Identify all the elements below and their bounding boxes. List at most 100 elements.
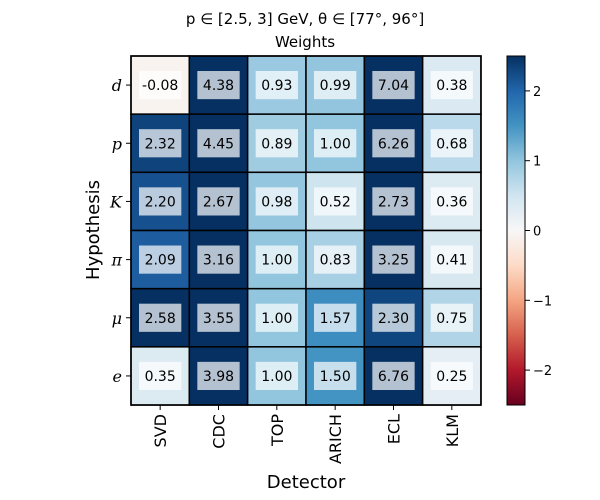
y-tick-label: π — [110, 251, 122, 270]
cell-label-box — [197, 361, 240, 391]
y-tick-label: p — [112, 134, 122, 153]
cell-label-box — [255, 187, 298, 216]
cell-value-label: 0.36 — [436, 194, 467, 210]
x-tick-label: ARICH — [326, 414, 345, 464]
cell-label-box — [139, 129, 182, 158]
colorbar-gradient — [506, 55, 526, 406]
cell-label-box — [255, 303, 298, 332]
y-tick-label: d — [112, 76, 122, 95]
y-tick-label: e — [113, 367, 122, 386]
cell-value-label: 0.99 — [320, 78, 351, 94]
cell-value-label: 4.38 — [203, 78, 234, 94]
colorbar-tick-label: 2 — [533, 85, 541, 100]
cell-label-box — [255, 245, 298, 274]
cell-label-box — [255, 71, 298, 100]
cell-label-box — [430, 361, 473, 391]
cell-label-box — [430, 245, 473, 274]
y-tick-label: μ — [112, 309, 122, 328]
cell-value-label: 2.20 — [145, 194, 176, 210]
cell-value-label: 1.00 — [320, 136, 351, 152]
cell-label-box — [255, 361, 298, 391]
cell-value-label: 0.75 — [436, 311, 467, 327]
cell-label-box — [430, 71, 473, 100]
y-axis-ticks: d p Kπ μ e — [109, 76, 131, 386]
x-tick-label: KLM — [443, 414, 462, 447]
cell-value-label: 0.25 — [436, 369, 467, 385]
cell-label-box — [372, 71, 415, 100]
cell-label-box — [139, 361, 182, 391]
heatmap-cells: -0.08 4.38 0.93 0.99 7.04 0.38 2.32 4.45 0.89 1.0… — [130, 55, 482, 406]
cell-value-label: 3.98 — [203, 369, 234, 385]
chart-title-line2: Weights — [275, 33, 335, 51]
cell-label-box — [372, 303, 415, 332]
cell-value-label: 3.55 — [203, 311, 234, 327]
cell-label-box — [197, 245, 240, 274]
cell-label-box — [197, 303, 240, 332]
cell-value-label: 2.73 — [378, 194, 409, 210]
cell-value-label: 1.00 — [261, 369, 292, 385]
cell-label-box — [139, 245, 182, 274]
cell-label-box — [372, 187, 415, 216]
cell-value-label: 0.35 — [145, 369, 176, 385]
cell-label-box — [372, 361, 415, 391]
cell-value-label: 6.76 — [378, 369, 409, 385]
cell-value-label: -0.08 — [142, 78, 178, 94]
cell-value-label: 0.68 — [436, 136, 467, 152]
cell-value-label: 2.67 — [203, 194, 234, 210]
cell-label-box — [197, 129, 240, 158]
cell-value-label: 0.93 — [261, 78, 292, 94]
cell-label-box — [372, 245, 415, 274]
cell-label-box — [430, 187, 473, 216]
cell-value-label: 1.57 — [320, 311, 351, 327]
cell-value-label: 0.38 — [436, 78, 467, 94]
y-tick-label: K — [109, 192, 123, 211]
cell-label-box — [430, 303, 473, 332]
cell-value-label: 0.52 — [320, 194, 351, 210]
cell-label-box — [139, 71, 182, 100]
x-axis-ticks: SVD CDC TOP ARICH ECL KLM — [151, 405, 462, 464]
chart-title-line1: p ∈ [2.5, 3] GeV, θ ∈ [77°, 96°] — [186, 10, 424, 28]
x-tick-label: TOP — [268, 414, 287, 447]
y-axis-label: Hypothesis — [83, 180, 104, 280]
cell-label-box — [139, 187, 182, 216]
x-tick-label: CDC — [209, 414, 228, 449]
cell-value-label: 6.26 — [378, 136, 409, 152]
cell-label-box — [197, 71, 240, 100]
x-tick-label: ECL — [384, 414, 403, 444]
cell-label-box — [313, 71, 357, 100]
colorbar-tick-label: 0 — [533, 225, 541, 240]
cell-label-box — [372, 129, 415, 158]
cell-label-box — [313, 187, 357, 216]
cell-value-label: 2.09 — [145, 253, 176, 269]
x-tick-label: SVD — [151, 414, 170, 447]
cell-value-label: 1.00 — [261, 311, 292, 327]
cell-value-label: 0.98 — [261, 194, 292, 210]
cell-value-label: 0.83 — [320, 253, 351, 269]
cell-value-label: 4.45 — [203, 136, 234, 152]
colorbar-tick-label: −2 — [533, 364, 552, 379]
cell-value-label: 0.89 — [261, 136, 292, 152]
cell-label-box — [313, 245, 357, 274]
cell-value-label: 3.25 — [378, 253, 409, 269]
cell-label-box — [313, 303, 357, 332]
cell-value-label: 2.32 — [145, 136, 176, 152]
colorbar-tick-label: −1 — [533, 294, 552, 309]
cell-label-box — [255, 129, 298, 158]
cell-value-label: 2.30 — [378, 311, 409, 327]
cell-label-box — [313, 129, 357, 158]
cell-label-box — [313, 361, 357, 391]
cell-value-label: 2.58 — [145, 311, 176, 327]
cell-value-label: 7.04 — [378, 78, 409, 94]
cell-value-label: 1.50 — [320, 369, 351, 385]
colorbar: 2 1 0 −1 −2 — [506, 55, 552, 406]
x-axis-label: Detector — [267, 472, 346, 493]
cell-value-label: 1.00 — [261, 253, 292, 269]
cell-label-box — [197, 187, 240, 216]
cell-label-box — [430, 129, 473, 158]
cell-value-label: 3.16 — [203, 253, 234, 269]
cell-label-box — [139, 303, 182, 332]
cell-value-label: 0.41 — [436, 253, 467, 269]
colorbar-tick-label: 1 — [533, 155, 541, 170]
heatmap-border — [130, 55, 482, 406]
